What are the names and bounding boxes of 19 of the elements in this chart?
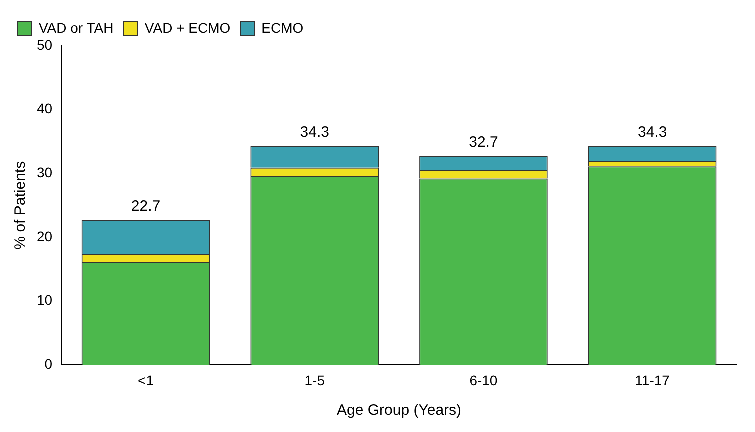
total-label: 32.7	[469, 134, 498, 152]
x-axis-title: Age Group (Years)	[337, 402, 462, 420]
y-tick-label: 0	[44, 356, 53, 372]
total-label: 22.7	[131, 198, 161, 215]
x-tick-label: 1-5	[304, 372, 326, 388]
x-tick-label: 11-17	[635, 372, 670, 388]
total-label: 34.3	[300, 124, 330, 141]
y-tick-label: 50	[36, 36, 53, 53]
legend-label: VAD or TAH	[39, 20, 114, 36]
x-tick-label: 6-10	[470, 372, 498, 388]
y-tick-label: 10	[36, 292, 53, 308]
legend-label: VAD + ECMO	[144, 20, 231, 36]
y-tick-label: 40	[36, 100, 53, 117]
x-tick-label: <1	[138, 372, 154, 388]
total-label: 34.3	[638, 124, 668, 141]
y-tick-label: 20	[36, 228, 53, 244]
y-axis-title: % of Patients	[12, 161, 30, 250]
legend-label: ECMO	[262, 20, 304, 36]
y-tick-label: 30	[36, 164, 53, 181]
